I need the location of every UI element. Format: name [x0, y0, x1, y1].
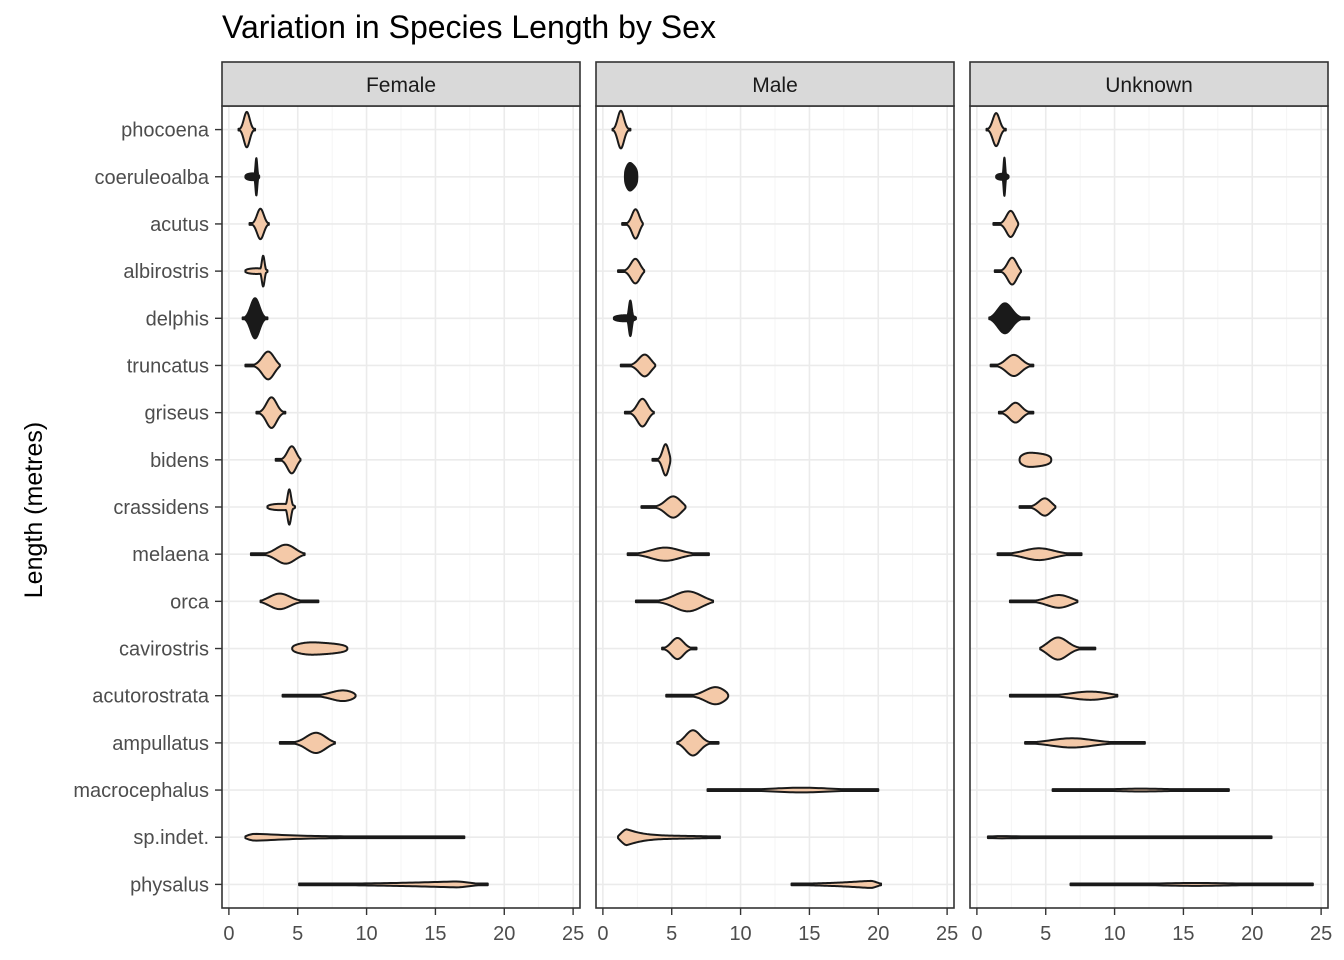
- x-tick-label: 25: [936, 923, 958, 945]
- facet-strip-label: Female: [366, 74, 436, 97]
- facet-panels: Female 0 5 10 15 20 25 Male 0 5 10 15 20 25 Unknown 0 5 1…: [73, 61, 1332, 945]
- violin-unknown-bidens: [1018, 451, 1053, 468]
- facet-strip-label: Male: [752, 74, 798, 97]
- violin-male-acutorostrata: [665, 686, 730, 706]
- violin-male-delphis: [612, 299, 637, 338]
- violin-male-orca: [634, 590, 715, 613]
- violin-male-griseus: [623, 397, 655, 428]
- y-tick-label: acutorostrata: [92, 686, 210, 708]
- x-tick-label: 20: [867, 923, 889, 945]
- violin-unknown-ampullatus: [1024, 737, 1146, 749]
- violin-unknown-albirostris: [993, 256, 1022, 286]
- violin-female-melaena: [249, 543, 306, 565]
- violin-unknown-melaena: [996, 547, 1083, 562]
- violin-male-acutus: [621, 208, 644, 240]
- violin-female-albirostris: [244, 254, 269, 288]
- violin-male-coeruleoalba: [623, 161, 639, 192]
- violin-female-acutus: [248, 207, 270, 241]
- facet-panel-male: Male 0 5 10 15 20 25: [595, 61, 958, 945]
- violin-unknown-truncatus: [989, 353, 1035, 378]
- violin-unknown-griseus: [997, 401, 1035, 424]
- y-axis-label: Length (metres): [20, 422, 48, 598]
- violin-male-ampullatus: [676, 729, 720, 757]
- x-tick-label: 0: [597, 923, 608, 945]
- violin-unknown-orca: [1008, 594, 1079, 609]
- x-tick-label: 10: [1103, 923, 1125, 945]
- x-tick-label: 20: [493, 923, 515, 945]
- violin-male-phocoena: [611, 109, 632, 150]
- facet-strip: [595, 61, 955, 107]
- violin-male-crassidens: [640, 495, 687, 519]
- x-tick-label: 15: [424, 923, 446, 945]
- x-tick-label: 20: [1241, 923, 1263, 945]
- violin-female-orca: [259, 592, 320, 611]
- x-tick-label: 5: [666, 923, 677, 945]
- y-tick-label: acutus: [150, 214, 209, 236]
- x-tick-label: 15: [1172, 923, 1194, 945]
- violin-female-physalus: [298, 880, 489, 889]
- violin-male-bidens: [651, 443, 672, 477]
- y-tick-label: orca: [170, 591, 210, 613]
- violin-unknown-acutorostrata: [1008, 690, 1119, 701]
- y-axis: phocoena coeruleoalba acutus albirostris del…: [73, 120, 222, 896]
- y-tick-label: sp.indet.: [133, 827, 209, 849]
- violin-female-ampullatus: [278, 731, 336, 754]
- violin-female-coeruleoalba: [244, 157, 261, 197]
- facet-strip: [221, 61, 581, 107]
- x-tick-label: 25: [562, 923, 584, 945]
- violin-unknown-delphis: [988, 302, 1031, 335]
- violin-male-macrocephalus: [706, 786, 880, 794]
- y-tick-label: physalus: [130, 874, 209, 896]
- violin-unknown-physalus: [1069, 882, 1314, 887]
- violin-unknown-crassidens: [1018, 497, 1057, 517]
- violin-male-albirostris: [617, 257, 646, 285]
- y-tick-label: melaena: [132, 544, 210, 566]
- x-tick-label: 0: [971, 923, 982, 945]
- y-tick-label: truncatus: [127, 355, 209, 377]
- y-tick-label: coeruleoalba: [94, 167, 209, 189]
- y-tick-label: albirostris: [123, 261, 209, 283]
- violin-male-physalus: [790, 879, 883, 889]
- violin-female-phocoena: [237, 110, 257, 149]
- chart-title: Variation in Species Length by Sex: [222, 9, 716, 45]
- y-tick-label: delphis: [146, 308, 209, 330]
- violin-unknown-phocoena: [985, 112, 1007, 148]
- violin-female-cavirostris: [291, 641, 349, 656]
- x-tick-label: 0: [223, 923, 234, 945]
- y-tick-label: bidens: [150, 450, 209, 472]
- violin-female-spindet: [244, 832, 466, 842]
- violin-unknown-macrocephalus: [1051, 787, 1230, 793]
- facet-strip: [969, 61, 1329, 107]
- y-tick-label: macrocephalus: [73, 780, 209, 802]
- y-tick-label: griseus: [145, 403, 209, 425]
- y-tick-label: crassidens: [113, 497, 209, 519]
- x-tick-label: 15: [798, 923, 820, 945]
- violin-unknown-cavirostris: [1039, 636, 1097, 661]
- violin-male-spindet: [617, 828, 721, 847]
- x-tick-label: 5: [292, 923, 303, 945]
- violin-unknown-acutus: [992, 209, 1020, 238]
- facet-strip-label: Unknown: [1105, 74, 1193, 97]
- violin-female-delphis: [241, 297, 269, 340]
- violin-female-truncatus: [244, 350, 281, 381]
- violin-unknown-spindet: [986, 835, 1273, 840]
- violin-female-griseus: [255, 396, 287, 429]
- y-tick-label: phocoena: [121, 120, 210, 142]
- x-tick-label: 10: [729, 923, 751, 945]
- violin-female-crassidens: [266, 488, 296, 526]
- violin-male-melaena: [626, 546, 710, 562]
- y-tick-label: ampullatus: [112, 733, 209, 755]
- facet-panel-female: Female 0 5 10 15 20 25: [221, 61, 584, 945]
- violin-male-truncatus: [619, 353, 657, 378]
- violin-female-bidens: [274, 445, 302, 475]
- x-tick-label: 10: [355, 923, 377, 945]
- violin-male-cavirostris: [661, 636, 698, 661]
- violin-unknown-coeruleoalba: [995, 156, 1010, 197]
- x-tick-label: 5: [1040, 923, 1051, 945]
- violin-female-acutorostrata: [281, 689, 357, 703]
- y-tick-label: cavirostris: [119, 639, 209, 661]
- facet-panel-unknown: Unknown 0 5 10 15 20 25: [969, 61, 1332, 945]
- x-tick-label: 25: [1310, 923, 1332, 945]
